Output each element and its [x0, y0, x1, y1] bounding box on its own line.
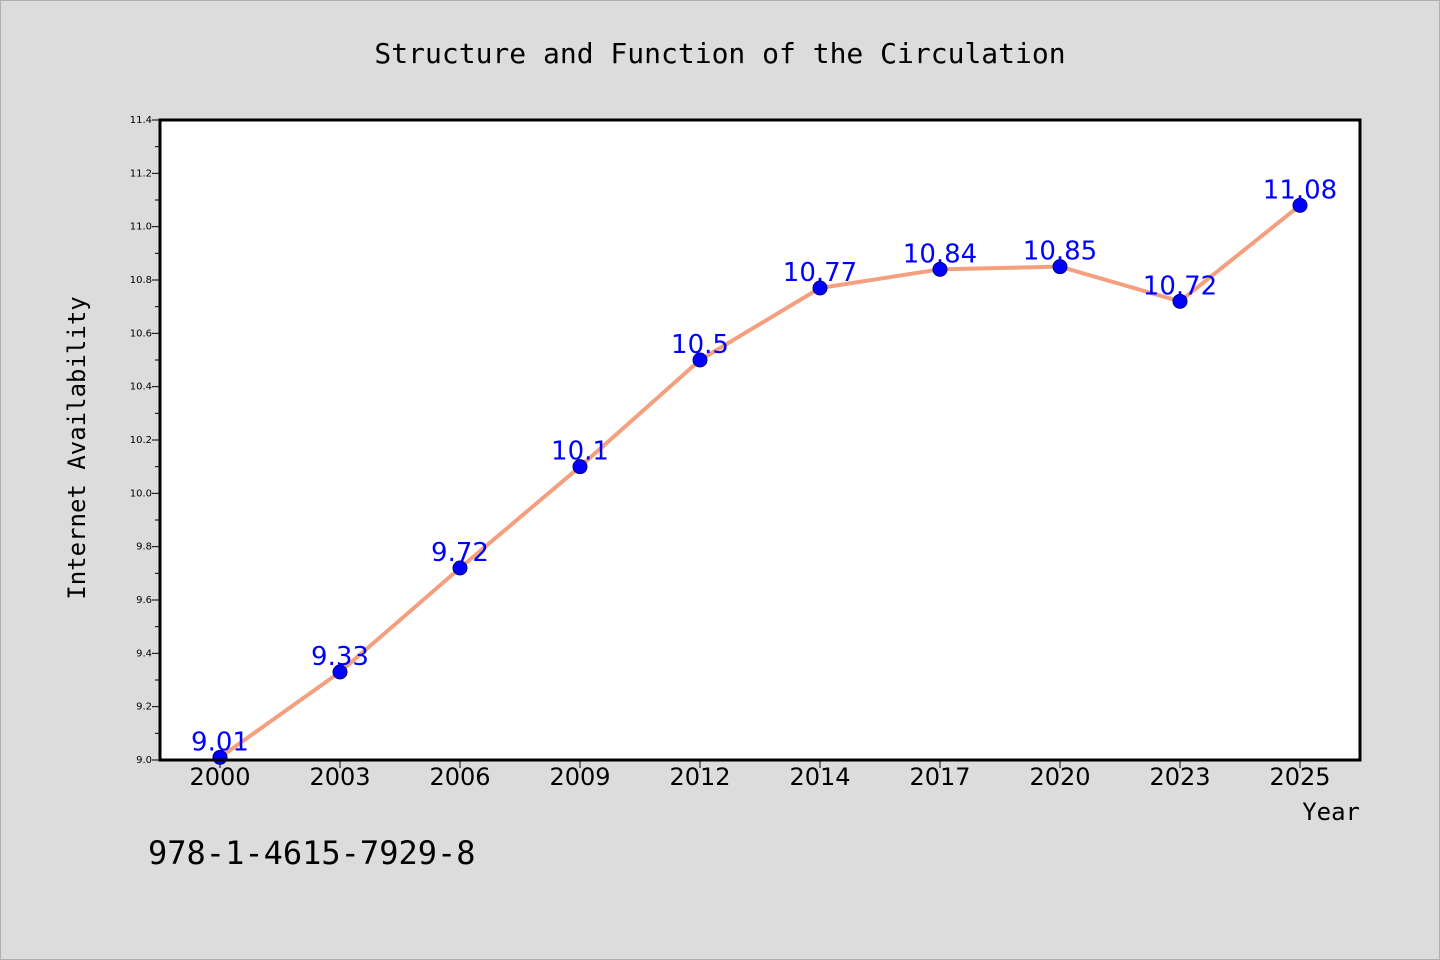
y-tick-label: 11.4 — [130, 115, 152, 126]
data-point — [932, 261, 948, 277]
data-point — [812, 280, 828, 296]
y-tick-label: 9.0 — [136, 755, 152, 766]
series-line — [218, 203, 1302, 760]
data-points — [212, 197, 1308, 765]
y-axis-label: Internet Availability — [63, 296, 91, 599]
data-label: 9.33 — [311, 642, 369, 672]
y-tick-label: 10.0 — [130, 488, 152, 499]
data-label: 10.77 — [783, 258, 857, 288]
y-tick-label: 9.4 — [136, 648, 152, 659]
data-label: 9.72 — [431, 538, 489, 568]
data-point — [452, 560, 468, 576]
data-label: 11.08 — [1263, 175, 1337, 205]
x-tick-label: 2020 — [1029, 763, 1090, 791]
x-tick-label: 2025 — [1269, 763, 1330, 791]
y-tick-label: 11.2 — [130, 168, 152, 179]
data-label: 10.84 — [903, 239, 977, 269]
data-label: 10.85 — [1023, 237, 1097, 267]
data-label: 10.1 — [551, 437, 609, 467]
x-axis-ticks: 2000 2003 2006 2009 2012 2014 2017 2020 2023 2025 — [189, 760, 1331, 791]
data-label: 10.72 — [1143, 271, 1217, 301]
y-tick-label: 10.4 — [130, 382, 152, 393]
x-tick-label: 2003 — [309, 763, 370, 791]
x-tick-label: 2017 — [909, 763, 970, 791]
y-tick-label: 9.8 — [136, 542, 152, 553]
x-tick-label: 2023 — [1149, 763, 1210, 791]
y-tick-label: 10.2 — [130, 435, 152, 446]
y-tick-label: 9.2 — [136, 702, 152, 713]
data-point — [332, 664, 348, 680]
y-tick-label: 10.6 — [130, 328, 152, 339]
x-tick-label: 2006 — [429, 763, 490, 791]
x-tick-label: 2000 — [189, 763, 250, 791]
chart-title: Structure and Function of the Circulatio… — [374, 37, 1065, 70]
x-tick-label: 2012 — [669, 763, 730, 791]
y-tick-label: 10.8 — [130, 275, 152, 286]
data-point — [1172, 293, 1188, 309]
y-tick-label: 9.6 — [136, 595, 152, 606]
y-tick-label: 11.0 — [130, 222, 152, 233]
data-point — [1292, 197, 1308, 213]
data-point — [1052, 259, 1068, 275]
data-point — [572, 459, 588, 475]
x-axis-label: Year — [1302, 798, 1360, 826]
data-labels: 9.01 9.33 9.72 10.1 10.5 10.77 10.84 10.85 10.72… — [191, 175, 1337, 757]
plot-frame — [158, 118, 1362, 762]
y-axis-ticks: 9.0 9.2 9.4 9.6 9.8 10.0 10.2 10.4 10.6 10.8 11.0 1… — [130, 115, 160, 766]
isbn-text: 978-1-4615-7929-8 — [148, 834, 476, 872]
data-label: 10.5 — [671, 330, 729, 360]
x-tick-label: 2009 — [549, 763, 610, 791]
x-tick-label: 2014 — [789, 763, 850, 791]
data-point — [692, 352, 708, 368]
data-label: 9.01 — [191, 727, 249, 757]
